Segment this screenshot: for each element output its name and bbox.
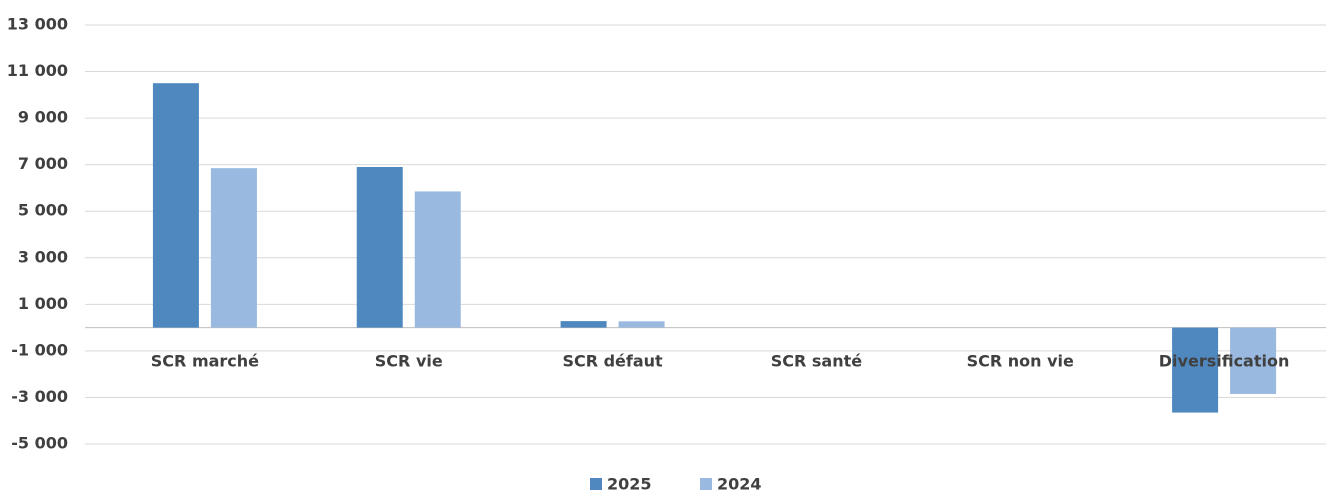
bar: [560, 321, 607, 328]
x-tick-label: SCR non vie: [967, 352, 1074, 371]
y-tick-label: 5 000: [18, 201, 68, 220]
legend-swatch: [700, 478, 712, 490]
y-tick-label: 11 000: [7, 61, 68, 80]
bar: [1172, 327, 1219, 413]
legend-swatch: [590, 478, 602, 490]
x-tick-label: SCR marché: [151, 352, 259, 371]
y-tick-label: 1 000: [18, 294, 68, 313]
legend-label: 2024: [717, 475, 762, 493]
x-tick-label: SCR défaut: [562, 352, 663, 371]
y-tick-label: 3 000: [18, 247, 68, 266]
y-tick-label: -1 000: [11, 340, 68, 359]
y-tick-label: -5 000: [11, 434, 68, 453]
bar: [356, 166, 403, 328]
bar: [618, 321, 665, 328]
bar: [414, 191, 461, 328]
bar: [152, 83, 199, 328]
y-tick-label: -3 000: [11, 387, 68, 406]
x-tick-label: Diversification: [1159, 352, 1290, 371]
y-tick-label: 13 000: [7, 15, 68, 34]
bar: [1230, 327, 1277, 394]
x-tick-label: SCR vie: [375, 352, 443, 371]
bar: [210, 168, 257, 328]
x-tick-label: SCR santé: [771, 352, 863, 371]
y-tick-label: 9 000: [18, 108, 68, 127]
legend-label: 2025: [607, 475, 652, 493]
y-tick-label: 7 000: [18, 154, 68, 173]
